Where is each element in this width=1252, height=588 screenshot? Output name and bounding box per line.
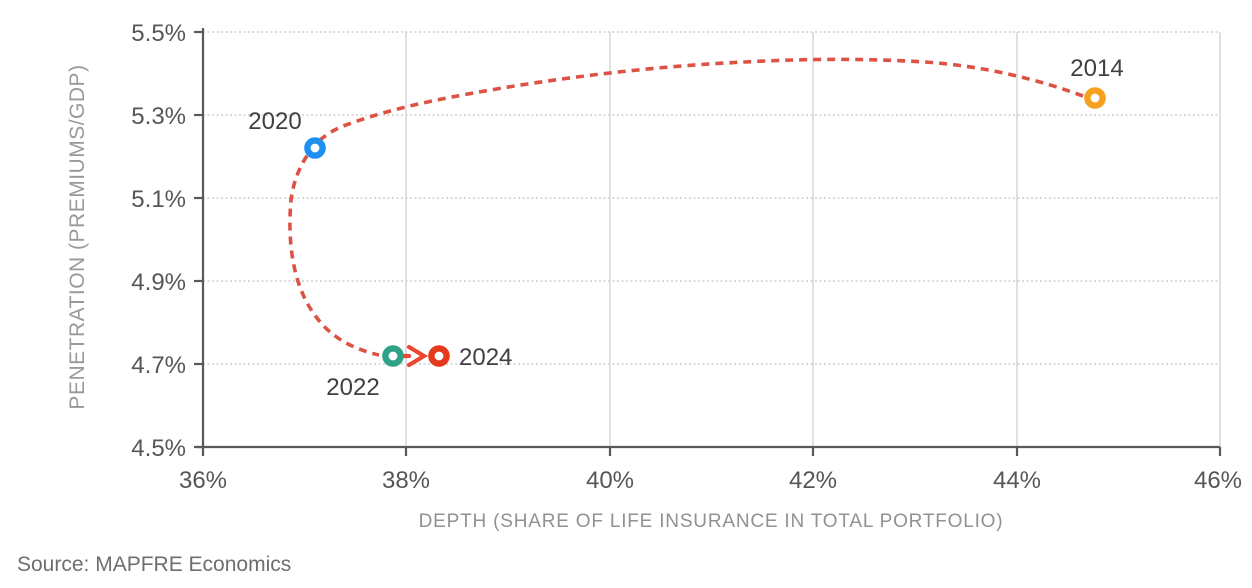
data-point-2020: [304, 137, 326, 159]
x-tick-label-36: 36%: [179, 467, 227, 494]
y-tick-label-5-3: 5.3%: [131, 103, 186, 130]
gridlines: [203, 31, 1221, 447]
data-point-2022: [382, 345, 404, 367]
y-tick-label-4-5: 4.5%: [131, 435, 186, 462]
trajectory-arrow-icon: [400, 344, 429, 368]
data-points: [304, 87, 1106, 367]
x-tick-label-42: 42%: [789, 467, 837, 494]
x-tick-label-40: 40%: [586, 467, 634, 494]
trajectory-curve: [288, 57, 1084, 357]
y-axis-ticks: [194, 30, 203, 449]
source-note: Source: MAPFRE Economics: [17, 553, 291, 576]
data-point-2024: [428, 345, 450, 367]
x-tick-labels: 36% 38% 40% 42% 44% 46%: [179, 467, 1242, 494]
y-tick-label-5-5: 5.5%: [131, 20, 186, 47]
x-axis-title: DEPTH (SHARE OF LIFE INSURANCE IN TOTAL …: [419, 511, 1004, 532]
x-tick-label-46: 46%: [1194, 467, 1242, 494]
y-tick-label-4-7: 4.7%: [131, 352, 186, 379]
point-label-2024: 2024: [459, 344, 512, 371]
y-tick-label-5-1: 5.1%: [131, 186, 186, 213]
point-label-2020: 2020: [248, 108, 301, 135]
y-tick-label-4-9: 4.9%: [131, 269, 186, 296]
point-labels: 2014 2020 2022 2024: [248, 55, 1123, 401]
point-label-2014: 2014: [1070, 55, 1123, 82]
x-axis-ticks: [201, 447, 1222, 456]
horizontal-gridlines: [203, 31, 1220, 365]
point-label-2022: 2022: [326, 374, 379, 401]
y-tick-labels: 5.5% 5.3% 5.1% 4.9% 4.7% 4.5%: [131, 20, 186, 462]
axes: [194, 28, 1222, 456]
data-point-2014: [1084, 87, 1106, 109]
vertical-gridlines: [405, 32, 1221, 447]
x-tick-label-44: 44%: [993, 467, 1041, 494]
y-axis-title: PENETRATION (PREMIUMS/GDP): [66, 64, 89, 409]
x-tick-label-38: 38%: [382, 467, 430, 494]
y-axis-title-text: PENETRATION (PREMIUMS/GDP): [66, 64, 89, 409]
